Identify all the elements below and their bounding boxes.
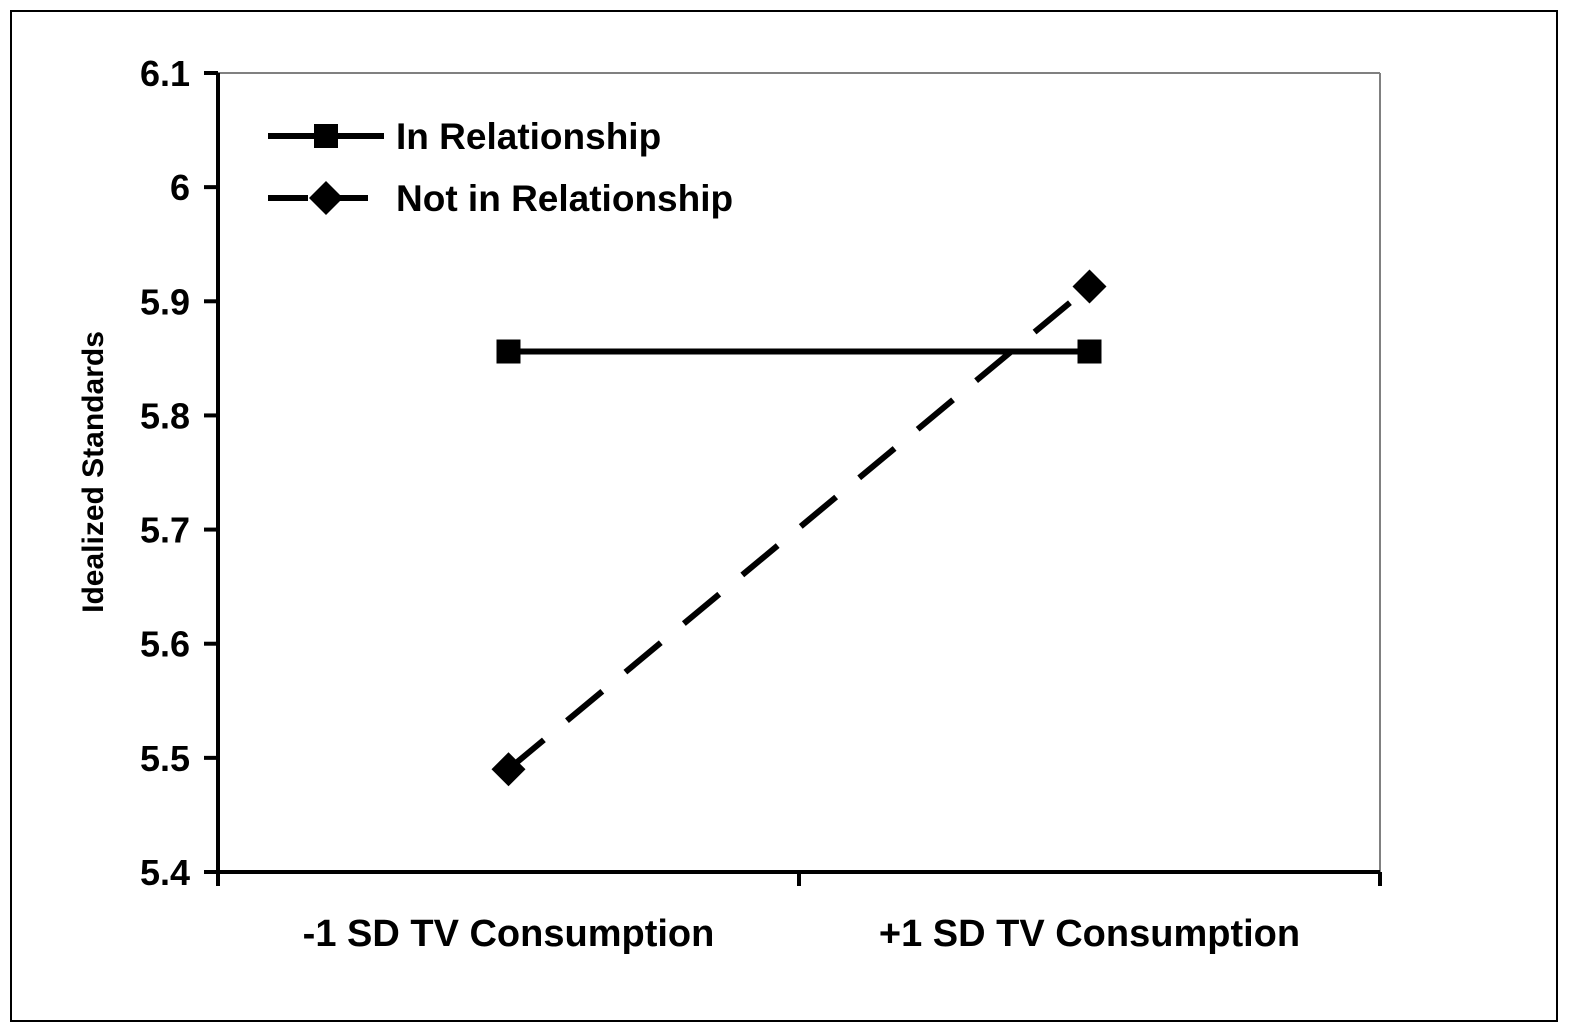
legend-marker — [314, 124, 338, 148]
x-category-label: +1 SD TV Consumption — [879, 913, 1300, 955]
legend-label: In Relationship — [396, 116, 661, 157]
y-tick-label: 5.5 — [140, 738, 190, 779]
series-line — [506, 284, 1092, 772]
x-category-label: -1 SD TV Consumption — [303, 913, 715, 955]
series-point — [491, 752, 526, 787]
y-tick-label: 5.6 — [140, 624, 190, 665]
y-tick-label: 5.9 — [140, 281, 190, 322]
series-point — [1077, 339, 1102, 364]
x-axis: -1 SD TV Consumption +1 SD TV Consumption — [216, 870, 1382, 955]
y-tick-label: 5.8 — [140, 395, 190, 436]
legend-label: Not in Relationship — [396, 178, 733, 219]
y-tick-label: 5.4 — [140, 852, 190, 893]
y-tick-label: 5.7 — [140, 510, 190, 551]
series-square — [496, 339, 1102, 364]
series-diamond — [491, 269, 1107, 787]
series-group — [491, 269, 1107, 787]
legend: In Relationship Not in Relationship — [268, 116, 733, 219]
y-tick-label: 6 — [170, 167, 190, 208]
legend-item: In Relationship — [268, 116, 661, 157]
legend-marker — [309, 181, 343, 215]
series-point — [496, 339, 521, 364]
outer-border — [10, 10, 1558, 1022]
y-axis: 5.4 5.5 5.6 5.7 5.8 5.9 6 6.1 — [140, 53, 220, 893]
legend-item: Not in Relationship — [268, 178, 733, 219]
y-tick-label: 6.1 — [140, 53, 190, 94]
series-point — [1072, 269, 1107, 304]
y-axis-title: Idealized Standards — [77, 331, 110, 613]
